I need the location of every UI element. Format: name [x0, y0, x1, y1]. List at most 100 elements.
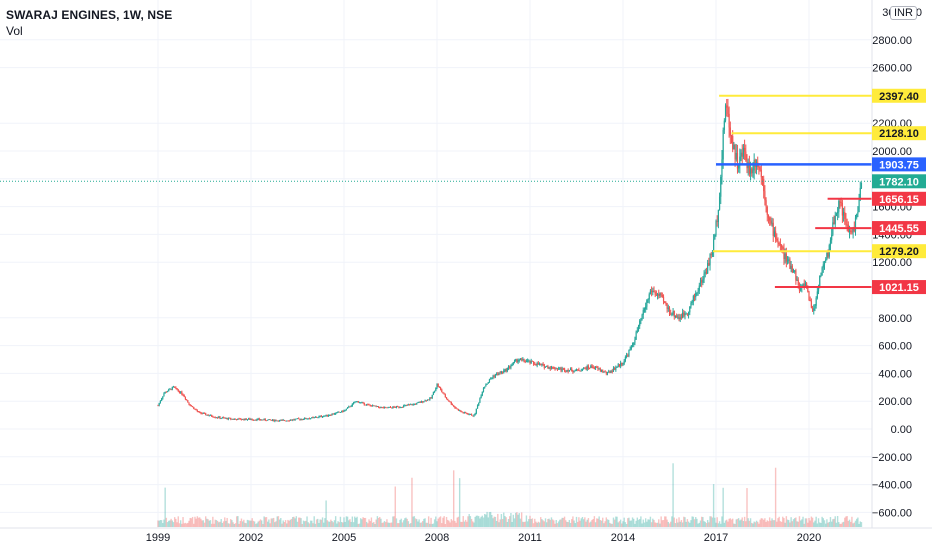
- volume-bar: [222, 521, 225, 527]
- volume-bar: [511, 521, 513, 527]
- candle-body: [784, 253, 786, 259]
- candle-body: [225, 417, 227, 419]
- volume-bar: [722, 487, 724, 527]
- price-axis[interactable]: 2800.002600.002200.002000.001800.001600.…: [872, 7, 922, 519]
- volume-bar: [647, 519, 649, 527]
- x-tick-label: 2002: [239, 532, 263, 544]
- candle-body: [751, 168, 753, 174]
- volume-bar: [757, 521, 759, 527]
- candle-body: [543, 364, 545, 368]
- time-axis[interactable]: 1999 2002 2005 2008 2011 2014 2017 2020: [146, 532, 821, 544]
- volume-bar: [424, 518, 426, 527]
- volume-bar: [726, 519, 728, 527]
- candle-body: [268, 419, 270, 420]
- volume-bar: [491, 514, 493, 527]
- candle-body: [463, 412, 466, 414]
- volume-bar: [836, 516, 839, 527]
- volume-indicator-label[interactable]: Vol: [6, 24, 23, 38]
- candle-body: [617, 364, 619, 368]
- candle-body: [496, 373, 498, 375]
- volume-bar: [764, 518, 766, 527]
- candle-body: [659, 293, 661, 296]
- volume-bar: [398, 523, 400, 527]
- volume-bar: [790, 517, 792, 527]
- volume-bar: [179, 520, 182, 527]
- volume-bar: [326, 520, 329, 527]
- candle-body: [321, 416, 324, 418]
- candle-body: [544, 366, 547, 368]
- candle-body: [302, 419, 305, 421]
- candle-body: [209, 415, 212, 416]
- volume-bar: [239, 521, 241, 527]
- candle-body: [651, 290, 653, 293]
- candle-body: [518, 360, 520, 361]
- candle-body: [807, 285, 809, 292]
- volume-bar: [377, 517, 380, 527]
- candle-body: [307, 418, 309, 420]
- volume-bar: [720, 523, 722, 527]
- volume-bar: [268, 519, 270, 527]
- candle-body: [770, 220, 772, 224]
- volume-bar: [696, 518, 698, 527]
- volume-bar: [628, 517, 630, 527]
- candle-body: [306, 418, 308, 420]
- volume-bar: [512, 514, 515, 527]
- candle-body: [324, 415, 326, 417]
- candle-body: [809, 300, 811, 302]
- candle-body: [238, 418, 240, 420]
- candle-body: [531, 360, 533, 362]
- volume-bar: [448, 520, 450, 527]
- volume-bar: [680, 519, 683, 527]
- volume-bar: [736, 518, 739, 527]
- volume-bar: [500, 514, 503, 527]
- candle-body: [214, 417, 216, 419]
- candle-body: [335, 412, 337, 414]
- candle-body: [450, 402, 452, 405]
- candle-body: [382, 407, 384, 409]
- volume-bar: [587, 518, 590, 527]
- volume-bar: [379, 516, 381, 527]
- volume-bar: [333, 520, 336, 527]
- volume-bar: [165, 517, 168, 527]
- volume-bar: [846, 516, 848, 527]
- candle-body: [476, 405, 479, 409]
- candle-body: [653, 290, 655, 293]
- volume-bar: [431, 523, 433, 527]
- volume-bar: [332, 522, 334, 527]
- volume-bar: [505, 517, 507, 527]
- volume-bar: [324, 518, 326, 527]
- candle-body: [736, 153, 739, 169]
- candle-body: [808, 291, 810, 301]
- candle-body: [315, 417, 318, 418]
- volume-bar: [536, 522, 538, 527]
- candle-body: [435, 388, 437, 391]
- candle-body: [727, 107, 729, 114]
- candle-body: [205, 413, 207, 416]
- volume-bar: [339, 516, 342, 527]
- x-tick-label: 1999: [146, 532, 170, 544]
- volume-bar: [811, 517, 814, 527]
- candle-body: [221, 417, 223, 419]
- volume-bar: [299, 517, 301, 527]
- candle-body: [441, 389, 443, 392]
- volume-bar: [770, 520, 772, 527]
- candle-body: [528, 360, 530, 362]
- volume-bar: [753, 521, 755, 527]
- candle-body: [537, 363, 539, 365]
- level-tag: [872, 221, 926, 236]
- volume-bar: [160, 520, 163, 527]
- candle-body: [279, 420, 281, 422]
- candle-body: [535, 364, 537, 366]
- volume-bar: [776, 521, 778, 527]
- candle-body: [578, 369, 580, 371]
- candle-body: [509, 366, 511, 368]
- volume-bar: [168, 520, 170, 527]
- volume-bar: [833, 518, 835, 527]
- volume-bar: [615, 516, 617, 527]
- volume-bar: [828, 521, 830, 527]
- currency-badge[interactable]: INR: [890, 6, 917, 20]
- volume-bar: [703, 521, 705, 527]
- volume-bar: [270, 518, 272, 527]
- candle-body: [536, 363, 538, 366]
